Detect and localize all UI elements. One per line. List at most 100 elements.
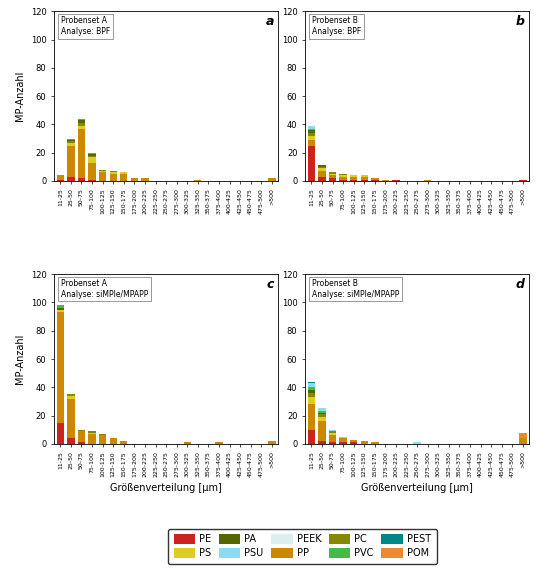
Bar [308,140,315,146]
Bar [361,441,368,444]
Bar [371,443,379,444]
Bar [340,438,347,443]
Bar [99,172,106,181]
Bar [340,437,347,438]
Bar [329,172,336,174]
Bar [194,180,201,181]
Bar [67,399,75,438]
Bar [67,146,75,177]
Text: d: d [516,278,525,291]
Text: Probenset B
Analyse: BPF: Probenset B Analyse: BPF [312,17,361,36]
Bar [78,178,85,181]
Bar [318,441,326,444]
Bar [67,438,75,444]
Bar [57,306,64,308]
Bar [361,177,368,180]
Bar [78,123,85,126]
Bar [89,431,96,432]
Bar [89,152,96,154]
Bar [318,171,326,177]
Bar [329,175,336,178]
Bar [120,174,127,181]
Bar [89,155,96,157]
Bar [78,120,85,123]
Bar [318,414,326,417]
Bar [308,404,315,430]
Bar [308,383,315,387]
Bar [110,171,117,172]
Bar [67,141,75,143]
Bar [120,172,127,174]
Y-axis label: MP-Anzahl: MP-Anzahl [15,71,25,121]
Bar [99,170,106,171]
Bar [89,163,96,180]
Bar [308,146,315,181]
Bar [361,180,368,181]
Bar [308,390,315,393]
Bar [340,174,347,175]
Bar [371,180,379,181]
Bar [308,133,315,136]
Bar [340,180,347,181]
Text: c: c [266,278,274,291]
Bar [215,443,222,444]
Bar [57,423,64,444]
Bar [184,443,191,444]
Bar [318,177,326,181]
Bar [519,180,526,181]
Bar [350,180,357,181]
X-axis label: Größenverteilung [µm]: Größenverteilung [µm] [110,483,222,493]
Bar [329,432,336,435]
Text: Probenset B
Analyse: siMPle/MPAPP: Probenset B Analyse: siMPle/MPAPP [312,279,399,299]
Bar [308,397,315,404]
Bar [318,421,326,441]
Bar [268,178,275,181]
Bar [519,438,526,444]
Bar [329,431,336,432]
Bar [350,177,357,180]
Bar [78,126,85,129]
Bar [329,430,336,431]
Bar [268,441,275,444]
Bar [361,175,368,177]
Bar [308,393,315,397]
Bar [78,431,85,443]
Bar [371,178,379,180]
Bar [329,443,336,444]
Bar [67,177,75,181]
Y-axis label: MP-Anzahl: MP-Anzahl [15,334,25,384]
Bar [308,129,315,130]
Bar [78,430,85,431]
Bar [89,180,96,181]
Bar [318,413,326,414]
Bar [318,168,326,171]
Bar [308,430,315,444]
Bar [414,443,421,444]
Bar [318,166,326,167]
Bar [78,129,85,178]
Bar [110,172,117,174]
Bar [329,174,336,175]
Bar [99,434,106,435]
Bar [340,175,347,177]
Bar [131,178,138,181]
Bar [308,136,315,140]
Bar [110,438,117,444]
Text: a: a [265,15,274,28]
Bar [350,443,357,444]
Bar [424,180,431,181]
Bar [78,119,85,120]
Bar [57,312,64,423]
Bar [120,441,127,444]
Text: Probenset A
Analyse: siMPle/MPAPP: Probenset A Analyse: siMPle/MPAPP [60,279,148,299]
Bar [308,387,315,390]
Bar [67,396,75,399]
Bar [67,143,75,146]
Bar [340,177,347,180]
Bar [318,167,326,168]
Bar [57,180,64,181]
Bar [89,154,96,155]
Bar [57,308,64,310]
Bar [318,411,326,413]
Legend: PE, PS, PA, PSU, PEEK, PP, PC, PVC, PEST, POM: PE, PS, PA, PSU, PEEK, PP, PC, PVC, PEST… [168,529,437,564]
